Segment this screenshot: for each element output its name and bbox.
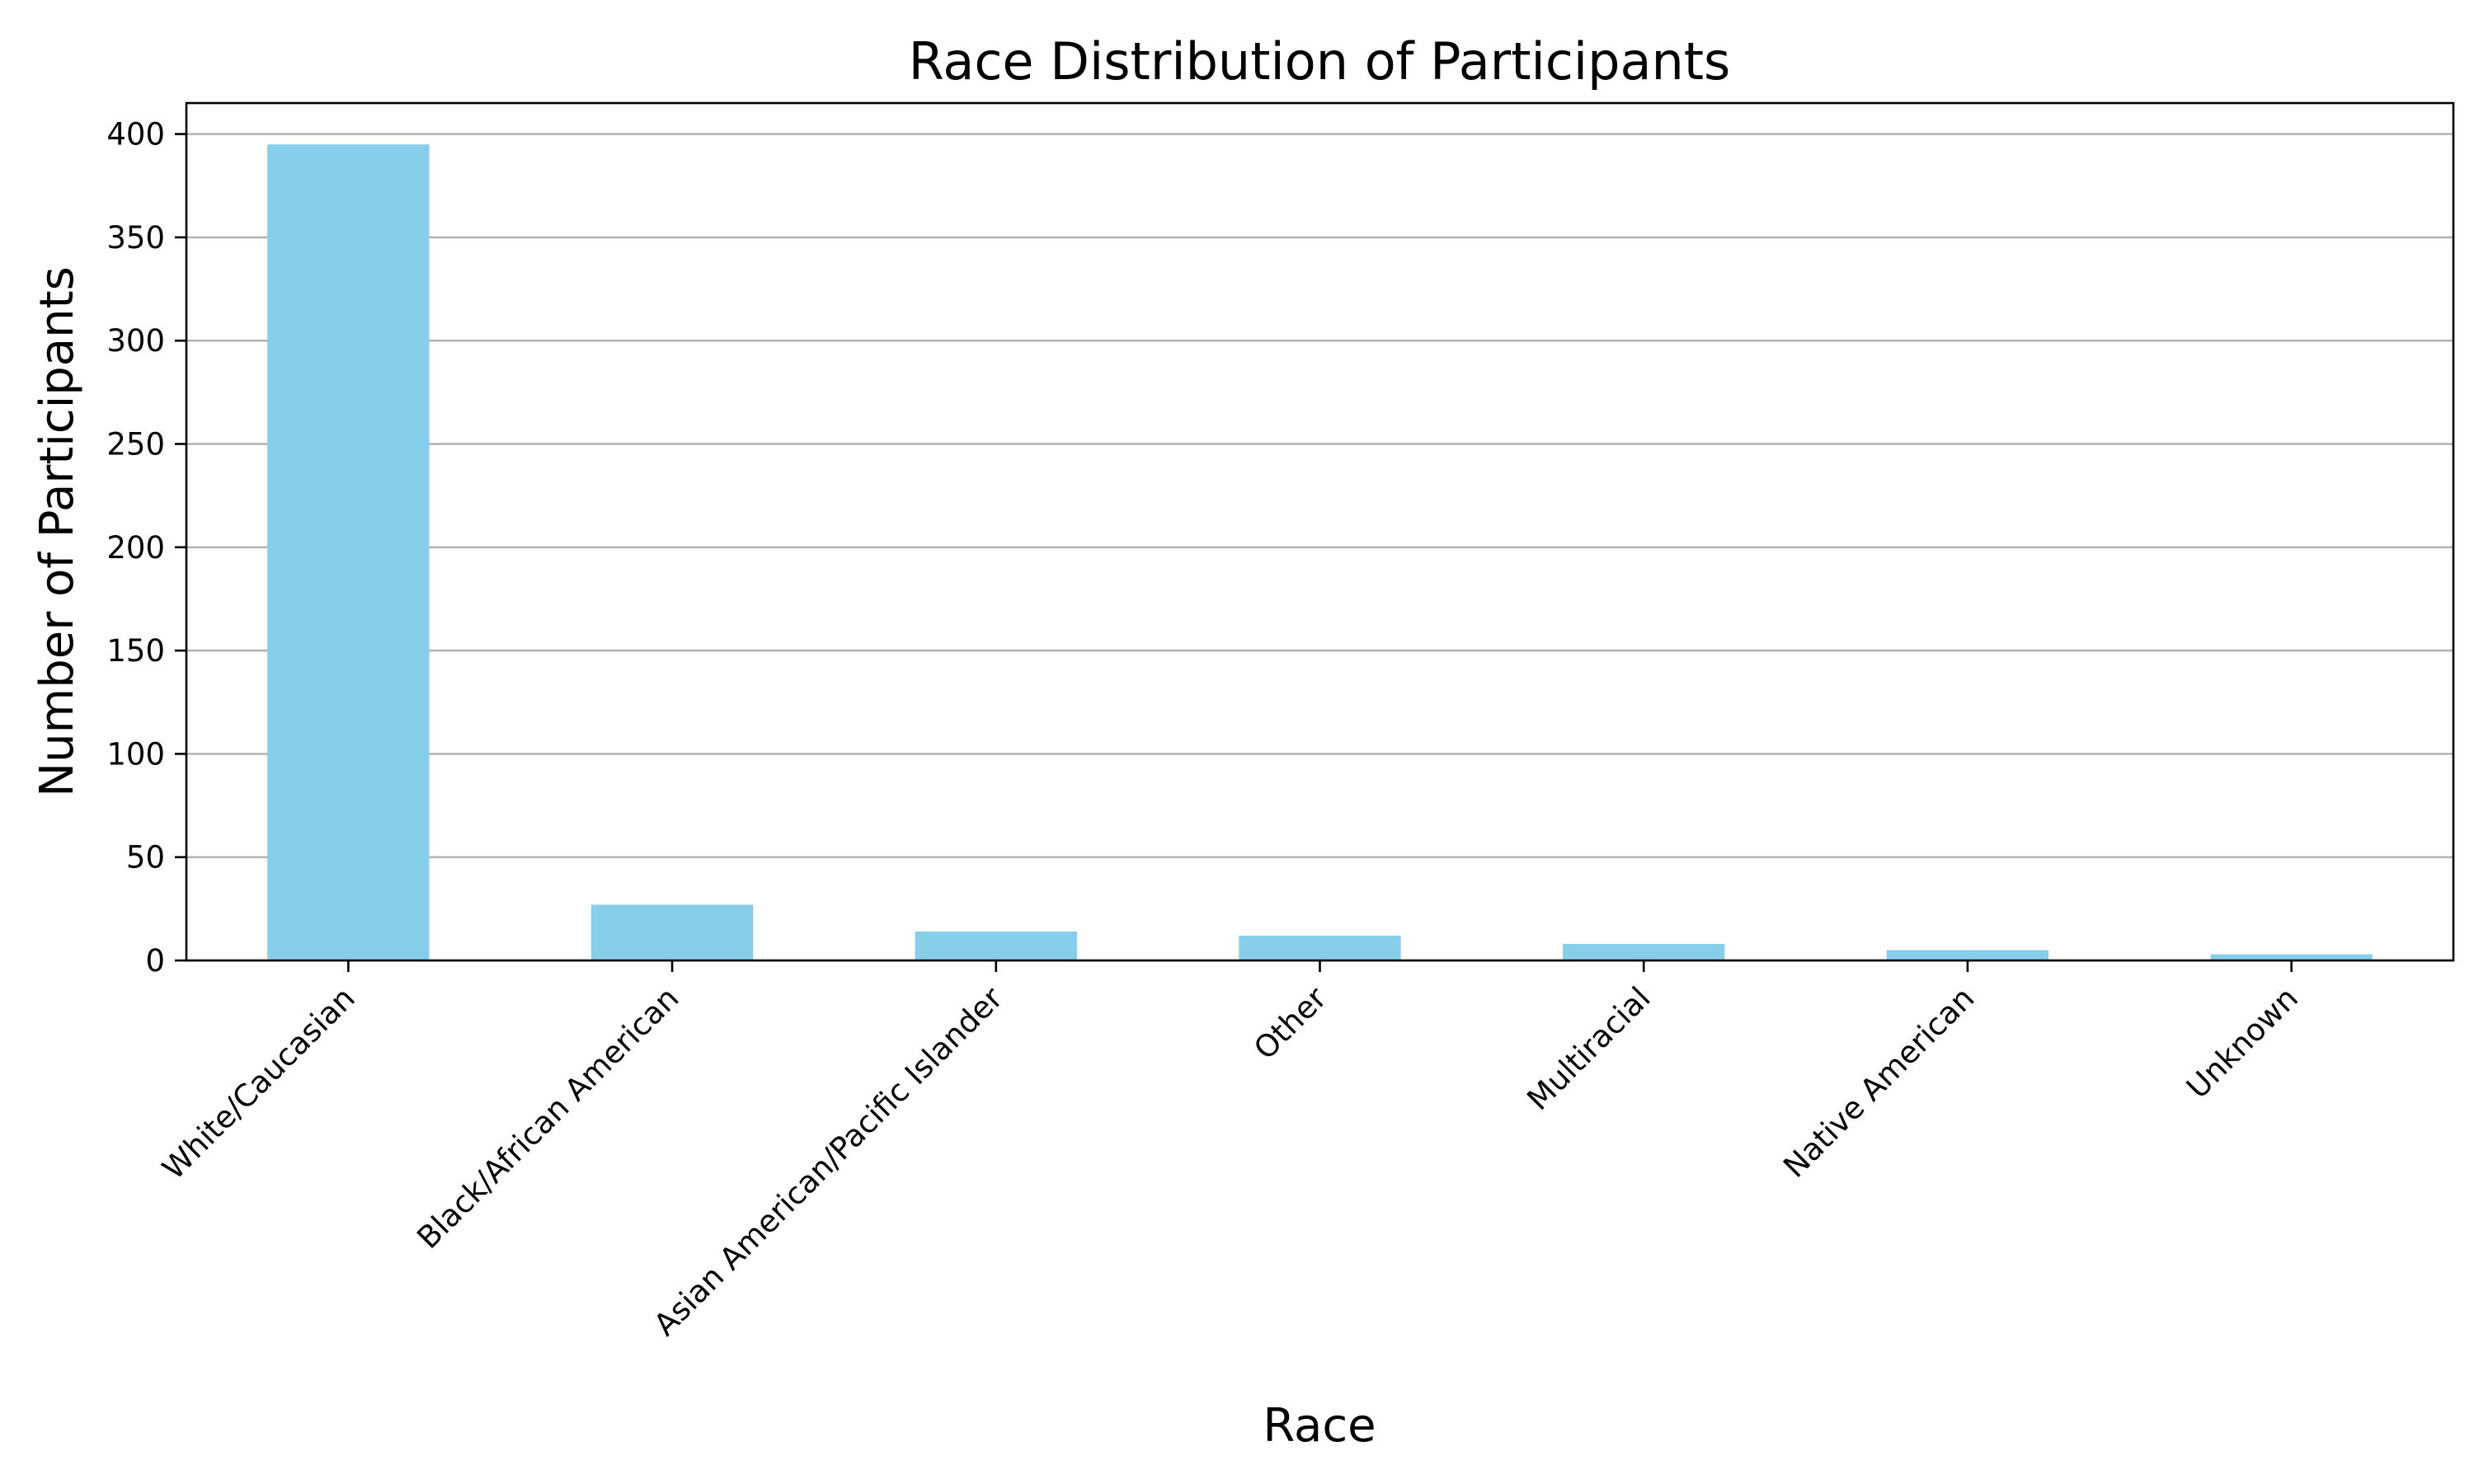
bar xyxy=(590,904,754,960)
chart-title: Race Distribution of Participants xyxy=(909,31,1731,92)
y-tick-label: 400 xyxy=(106,117,165,153)
y-tick-label: 0 xyxy=(145,943,165,979)
x-axis-title: Race xyxy=(1263,1399,1376,1453)
bar xyxy=(1239,935,1401,960)
y-axis-title: Number of Participants xyxy=(31,266,84,796)
y-axis-ticks: 0 50 100 150 200 250 300 350 400 xyxy=(106,117,186,979)
y-tick-label: 350 xyxy=(106,220,165,256)
y-tick-label: 50 xyxy=(126,840,165,876)
bar xyxy=(2210,954,2373,960)
y-tick-label: 200 xyxy=(106,530,165,566)
y-tick-label: 100 xyxy=(106,736,165,772)
y-tick-label: 300 xyxy=(106,323,165,359)
bar xyxy=(1563,943,1725,960)
bar xyxy=(1886,950,2049,960)
y-tick-label: 150 xyxy=(106,633,165,669)
y-tick-label: 250 xyxy=(106,426,165,462)
bar xyxy=(915,931,1077,960)
bars xyxy=(267,144,2373,960)
bar xyxy=(267,144,430,960)
